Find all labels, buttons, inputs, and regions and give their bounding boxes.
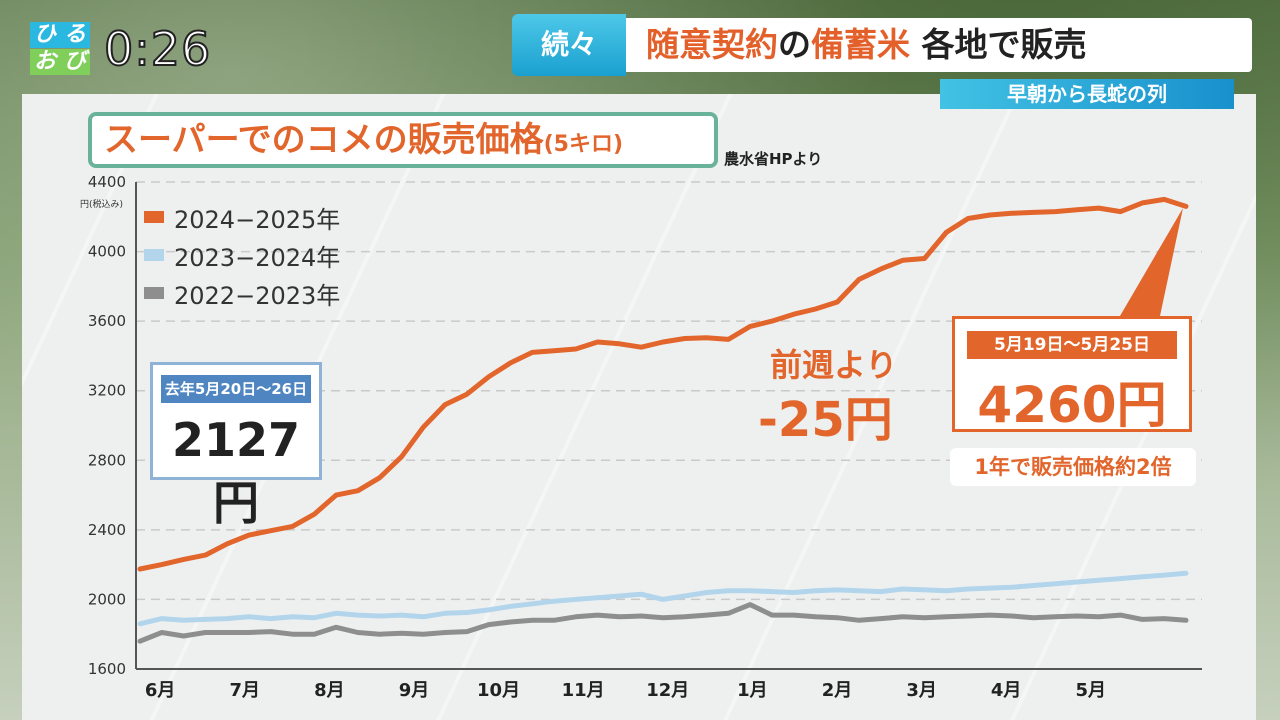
x-tick-label: 8月 [314,680,345,701]
chart-title-main: スーパーでのコメの販売価格 [104,120,544,160]
logo-glyph: び [60,49,90,75]
last-year-period: 去年5月20日～26日 [161,375,311,403]
weekly-change-value: -25円 [758,392,893,448]
current-price-callout: 5月19日～5月25日 4260円 [952,316,1192,434]
legend-swatch [144,287,164,299]
x-tick-label: 12月 [646,680,689,701]
current-price: 4260円 [977,376,1167,434]
logo-glyph: る [60,22,90,48]
data-source: 農水省HPより [724,150,823,168]
headline-text: 各地で販売 [910,25,1087,64]
headline-particle: の [778,25,811,64]
chart-title: スーパーでのコメの販売価格(5キロ) [88,112,718,168]
current-period: 5月19日～5月25日 [967,331,1177,359]
legend-label: 2024−2025年 [174,205,341,234]
headline-highlight: 随意契約 [646,25,778,64]
series-line [137,602,1189,644]
chart-title-unit: (5キロ) [543,132,624,157]
last-year-callout: 去年5月20日～26日 2127円 [150,362,322,530]
chart-legend: 2024−2025年 2023−2024年 2022−2023年 [144,198,340,312]
annotation-note: 1年で販売価格約2倍 [950,448,1196,486]
logo-glyph: お [30,49,60,75]
x-tick-label: 6月 [145,680,176,701]
x-tick-label: 11月 [562,680,605,701]
x-tick-label: 9月 [399,680,430,701]
series-line [137,570,1189,627]
series-line [137,196,1189,572]
legend-item-2022: 2022−2023年 [144,274,340,312]
program-logo: ひ る お び [28,20,92,76]
legend-swatch [144,211,164,223]
legend-item-2024: 2024−2025年 [144,198,340,236]
y-tick-label: 3200 [88,382,126,400]
x-tick-label: 5月 [1076,680,1107,701]
sub-headline: 早朝から長蛇の列 [940,79,1234,109]
x-tick-label: 3月 [906,680,937,701]
headline-highlight: 備蓄米 [811,25,910,64]
x-tick-label: 1月 [737,680,768,701]
x-tick-label: 4月 [991,680,1022,701]
y-tick-label: 4000 [88,243,126,261]
y-tick-label: 1600 [88,660,126,678]
weekly-change-label: 前週より [770,346,898,384]
y-tick-label: 2800 [88,451,126,469]
y-tick-label: 2400 [88,521,126,539]
clock: 0:26 [103,21,212,77]
last-year-price: 2127円 [171,413,301,530]
y-tick-label: 4400 [88,173,126,191]
logo-glyph: ひ [30,22,60,48]
banner-headline: 随意契約の備蓄米 各地で販売 [616,18,1252,72]
legend-label: 2023−2024年 [174,243,341,272]
x-tick-label: 10月 [477,680,520,701]
y-tick-label: 3600 [88,312,126,330]
legend-item-2023: 2023−2024年 [144,236,340,274]
legend-label: 2022−2023年 [174,281,341,310]
banner-tag: 続々 [512,14,626,76]
x-tick-label: 2月 [822,680,853,701]
news-banner: 随意契約の備蓄米 各地で販売 続々 [512,14,1252,76]
legend-swatch [144,249,164,261]
y-unit-label: 円(税込み) [80,200,124,210]
y-tick-label: 2000 [88,590,126,608]
x-tick-label: 7月 [229,680,260,701]
